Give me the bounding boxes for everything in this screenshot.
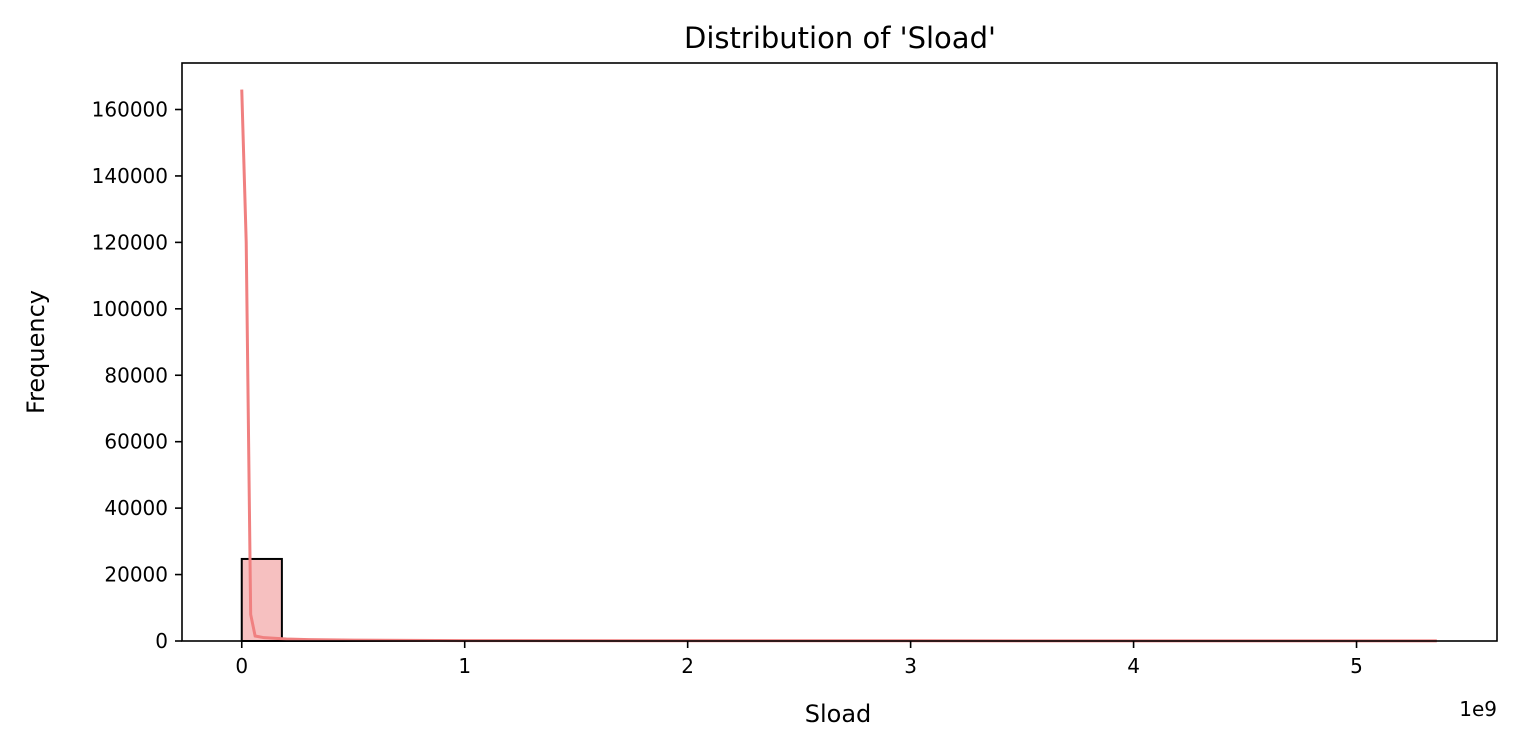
y-tick-label-1: 20000 — [104, 563, 168, 587]
y-tick-label-8: 160000 — [92, 98, 168, 122]
plot-frame — [181, 62, 1498, 642]
x-axis-label: Sload — [805, 700, 872, 728]
x-tick-label-1: 1 — [458, 654, 471, 678]
x-tick-label-5: 5 — [1350, 654, 1363, 678]
y-tick-label-0: 0 — [155, 629, 168, 653]
chart-title: Distribution of 'Sload' — [684, 21, 996, 55]
y-axis-label: Frequency — [22, 290, 50, 414]
histogram-bar-0 — [240, 557, 283, 642]
histogram-bars — [240, 557, 484, 643]
y-tick-label-5: 100000 — [92, 297, 168, 321]
x-axis-ticks: 0 1 2 3 4 5 — [235, 641, 1363, 678]
y-tick-label-4: 80000 — [104, 363, 168, 387]
y-tick-label-3: 60000 — [104, 430, 168, 454]
x-tick-label-2: 2 — [681, 654, 694, 678]
y-axis-ticks: 0 20000 40000 60000 80000 100000 120000 140000 1… — [92, 98, 182, 653]
x-tick-label-4: 4 — [1127, 654, 1140, 678]
x-tick-label-0: 0 — [235, 654, 248, 678]
y-tick-label-7: 140000 — [92, 164, 168, 188]
kde-line — [240, 89, 1437, 643]
x-tick-label-3: 3 — [904, 654, 917, 678]
y-tick-label-6: 120000 — [92, 230, 168, 254]
y-tick-label-2: 40000 — [104, 496, 168, 520]
x-axis-offset-label: 1e9 — [1459, 697, 1497, 721]
